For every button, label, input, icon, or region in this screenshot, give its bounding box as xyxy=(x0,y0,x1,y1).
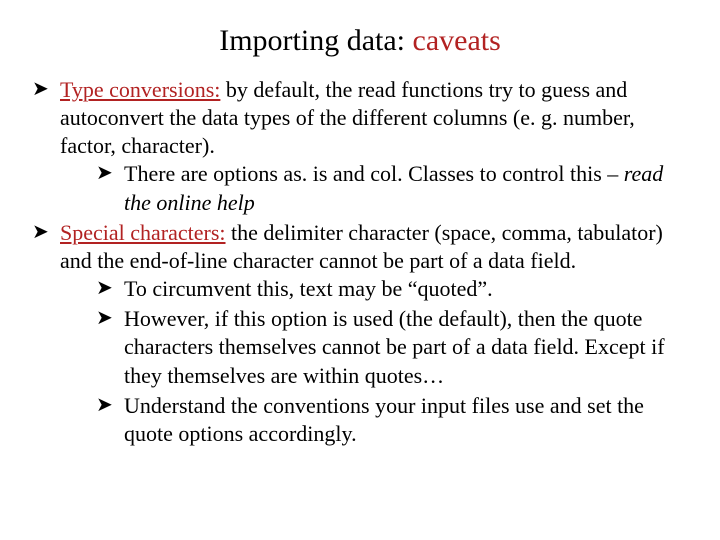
title-part-black: Importing data: xyxy=(219,24,412,57)
text: There are options as. is and col. Classe… xyxy=(124,161,624,186)
slide: Importing data: caveats Type conversions… xyxy=(0,0,720,540)
list-item: There are options as. is and col. Classe… xyxy=(96,160,692,216)
text: Understand the conventions your input fi… xyxy=(124,393,644,446)
text: However, if this option is used (the def… xyxy=(124,306,665,387)
list-item: However, if this option is used (the def… xyxy=(96,305,692,389)
bullet-list: Type conversions: by default, the read f… xyxy=(28,76,692,448)
page-title: Importing data: caveats xyxy=(28,24,692,58)
title-part-red: caveats xyxy=(413,24,501,57)
term-type-conversions: Type conversions: xyxy=(60,77,220,102)
list-item: To circumvent this, text may be “quoted”… xyxy=(96,275,692,303)
sub-list: To circumvent this, text may be “quoted”… xyxy=(60,275,692,448)
sub-list: There are options as. is and col. Classe… xyxy=(60,160,692,216)
list-item: Understand the conventions your input fi… xyxy=(96,392,692,448)
term-special-characters: Special characters: xyxy=(60,220,226,245)
body-text: Type conversions: by default, the read f… xyxy=(28,76,692,448)
text: To circumvent this, text may be “quoted”… xyxy=(124,276,493,301)
list-item: Special characters: the delimiter charac… xyxy=(32,219,692,448)
list-item: Type conversions: by default, the read f… xyxy=(32,76,692,217)
